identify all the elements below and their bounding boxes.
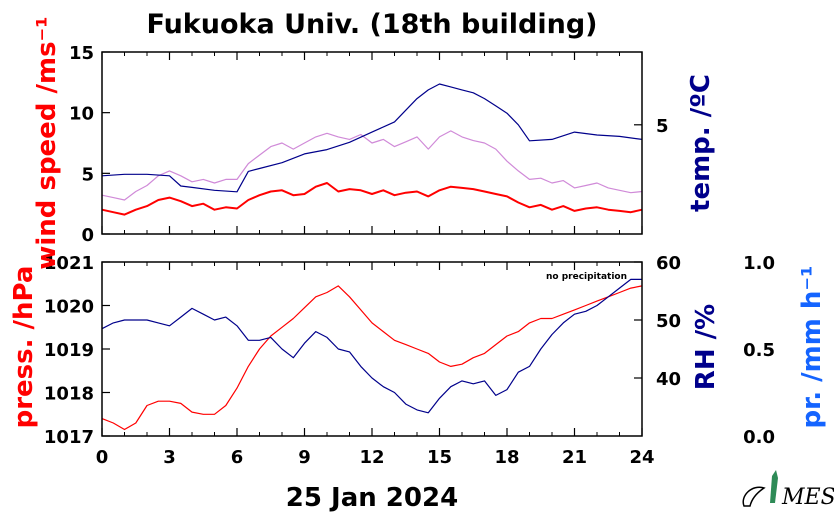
left-y-tick-label: 1020	[44, 297, 94, 318]
left-y-tick-label: 1017	[44, 427, 94, 448]
series-line-wind-gust	[101, 130, 643, 201]
right-y-tick-label: 40	[656, 369, 681, 390]
bottom-tick-group: 0 3 6 9 12 15 18 21 24 1017 1018 1019 1020 1021 40 50 60…	[44, 253, 775, 468]
precipitation-tick-label: 1.0	[743, 253, 775, 274]
bottom-panel: 0 3 6 9 12 15 18 21 24 1017 1018 1019 1020 1021 40 50 60…	[44, 253, 775, 468]
logo-tree-icon	[770, 470, 778, 503]
x-tick-label: 6	[231, 447, 244, 468]
left-y-tick-label: 1019	[44, 340, 94, 361]
pressure-axis-label: press. /hPa	[9, 266, 39, 429]
series-line-pressure	[101, 285, 643, 431]
series-line-wind-mean	[101, 182, 643, 216]
logo-text: MES	[781, 485, 834, 510]
right-y-tick-label: 50	[656, 311, 681, 332]
right-y-tick-label: 5	[656, 116, 669, 137]
humidity-axis-label: RH /%	[691, 304, 721, 390]
series-line-relative-humidity	[101, 278, 642, 414]
precipitation-tick-label: 0.0	[743, 427, 775, 448]
mes-logo: MES	[742, 470, 834, 510]
x-tick-label: 21	[562, 447, 587, 468]
left-y-tick-label: 5	[81, 164, 94, 185]
left-y-tick-label: 0	[81, 225, 94, 246]
x-tick-label: 3	[163, 447, 176, 468]
top-series-group	[101, 83, 643, 216]
wind-speed-axis-label: wind speed /ms⁻¹	[32, 16, 62, 269]
precipitation-axis-label: pr. /mm h⁻¹	[797, 265, 827, 428]
precipitation-tick-label: 0.5	[743, 340, 775, 361]
bottom-series-group	[101, 278, 643, 431]
x-tick-label: 0	[96, 447, 109, 468]
no-precipitation-note: no precipitation	[546, 272, 627, 282]
top-panel: 0 5 10 15 5	[69, 43, 669, 246]
right-y-tick-label: 60	[656, 253, 681, 274]
left-y-tick-label: 15	[69, 43, 94, 64]
x-tick-label: 12	[359, 447, 384, 468]
temperature-axis-label: temp. /ºC	[686, 74, 716, 212]
x-tick-label: 18	[494, 447, 519, 468]
x-tick-label: 9	[298, 447, 311, 468]
left-y-tick-label: 1018	[44, 384, 94, 405]
chart-title: Fukuoka Univ. (18th building)	[146, 9, 597, 40]
left-y-tick-label: 10	[69, 104, 94, 125]
x-tick-label: 24	[629, 447, 654, 468]
left-y-tick-label: 1021	[44, 253, 94, 274]
logo-swoosh	[742, 486, 766, 507]
top-tick-group: 0 5 10 15 5	[69, 43, 669, 246]
series-line-temperature	[101, 83, 643, 193]
x-tick-label: 15	[427, 447, 452, 468]
date-label: 25 Jan 2024	[286, 483, 458, 513]
bottom-panel-frame	[101, 261, 643, 437]
